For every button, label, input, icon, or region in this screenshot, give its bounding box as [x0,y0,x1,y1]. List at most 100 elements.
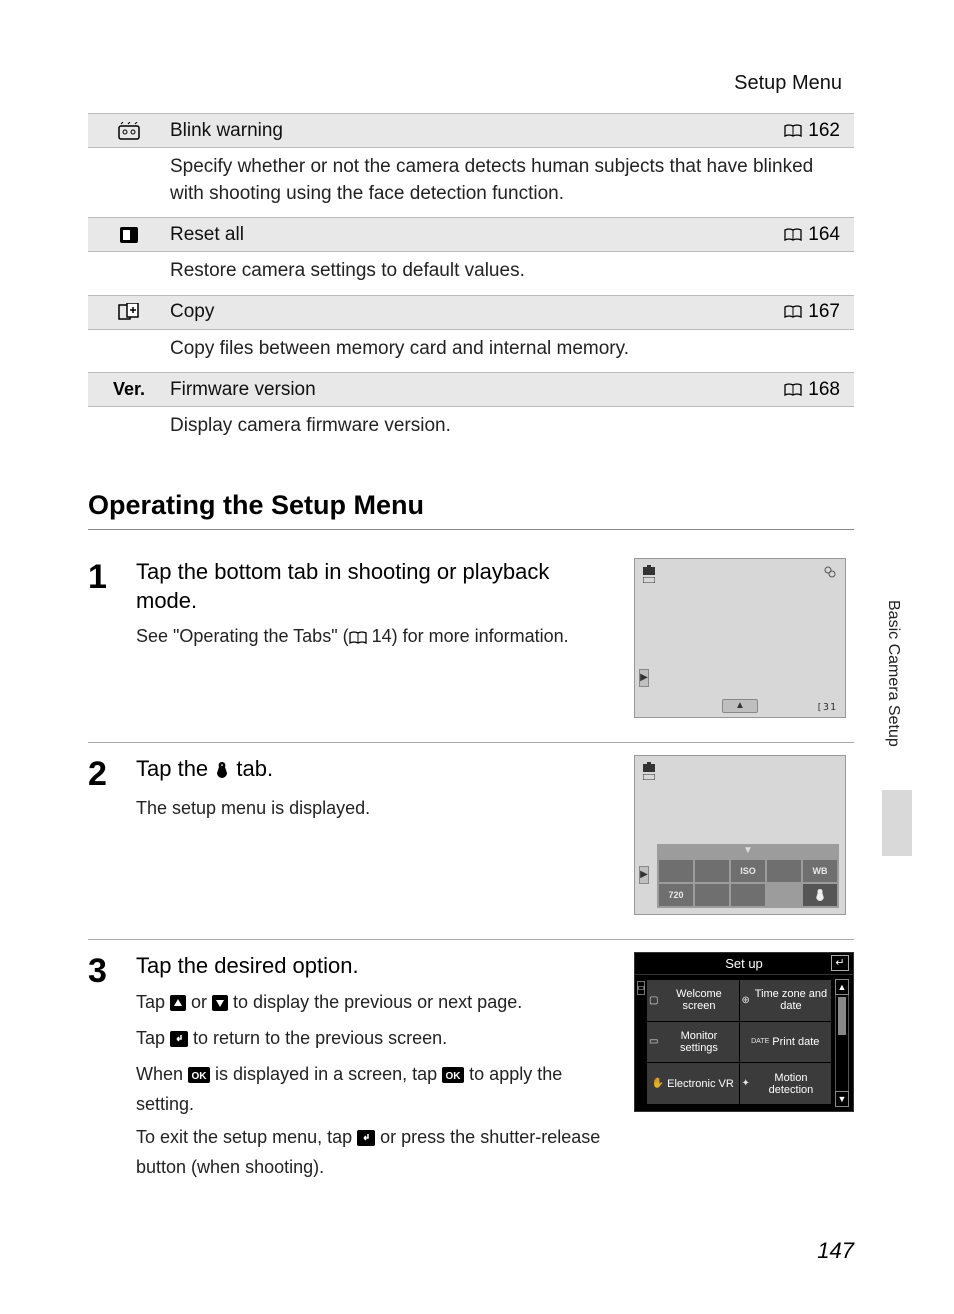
book-icon [784,228,802,242]
ref-page: 14 [372,626,392,646]
step-text: Tap or to display the previous or next p… [136,989,616,1019]
step-number: 2 [88,755,118,915]
page-number-ref: 168 [808,379,840,401]
side-playback-tab[interactable]: ▶ [639,866,649,884]
toolbar-btn[interactable] [767,860,801,882]
step-1-figure: ▶ ▲ [31 [634,558,854,718]
menu-title: Reset all [170,224,784,246]
camera-lcd-toolbar: ▶ ▼ ISO WB 720 [634,755,846,915]
cell-icon: ⊕ [742,995,750,1006]
menu-desc: Copy files between memory card and inter… [88,330,854,374]
scrollbar[interactable]: ▲ ▼ [835,979,849,1107]
book-icon [784,124,802,138]
indicator-icon [643,577,655,583]
page-ref: 162 [784,120,846,142]
return-button-icon [357,1127,375,1154]
camera-lcd-preview: ▶ ▲ [31 [634,558,846,718]
page-ref: 164 [784,224,846,246]
text-fragment: Tap the [136,756,214,781]
setup-option-welcome[interactable]: ▢Welcome screen [647,980,739,1021]
menu-row-firmware: Ver. Firmware version 168 [88,373,854,407]
page-number-ref: 164 [808,224,840,246]
cell-label: Monitor settings [661,1030,736,1054]
scroll-up-icon[interactable]: ▲ [835,979,849,995]
lcd-counter: 31 [823,702,837,713]
text-fragment: When [136,1064,188,1084]
setup-option-evr[interactable]: ✋Electronic VR [647,1063,739,1104]
cell-icon: ▢ [649,995,658,1006]
step-text: When OK is displayed in a screen, tap OK… [136,1061,616,1118]
settings-toolbar: ▼ ISO WB 720 [657,844,839,908]
version-icon: Ver. [88,379,170,400]
step-3: 3 Tap the desired option. Tap or to disp… [88,940,854,1211]
toolbar-collapse[interactable]: ▼ [657,844,839,858]
setup-option-printdate[interactable]: DATEPrint date [740,1022,832,1063]
memory-indicator-icon: ▭ [637,981,645,995]
page-number: 147 [817,1238,854,1264]
page-ref: 168 [784,379,846,401]
step-text: The setup menu is displayed. [136,795,616,822]
menu-title: Copy [170,301,784,323]
setup-option-motion[interactable]: ✦Motion detection [740,1063,832,1104]
menu-row-reset: Reset all 164 [88,218,854,252]
setup-menu-screen: Set up ↵ ▭ ▢Welcome screen ⊕Time zone an… [634,952,854,1112]
toolbar-btn[interactable]: 720 [659,884,693,906]
step-number: 3 [88,952,118,1187]
section-heading: Operating the Setup Menu [88,490,854,530]
menu-title: Firmware version [170,379,784,401]
menu-desc: Display camera firmware version. [88,407,854,450]
step-2-figure: ▶ ▼ ISO WB 720 [634,755,854,915]
step-title: Tap the tab. [136,755,616,787]
setup-menu-table: Blink warning 162 Specify whether or not… [88,113,854,450]
toolbar-btn[interactable] [731,884,765,906]
cell-icon: ✋ [652,1078,664,1089]
down-arrow-button-icon [212,992,228,1019]
text-fragment: tab. [230,756,273,781]
text-fragment: Tap [136,1028,170,1048]
text-fragment: To exit the setup menu, tap [136,1127,357,1147]
text-fragment: Tap [136,992,170,1012]
camera-mode-icon [643,762,655,772]
step-title: Tap the desired option. [136,952,616,981]
toolbar-btn-wb[interactable]: WB [803,860,837,882]
indicator-icon [643,774,655,780]
blink-warning-icon [88,122,170,140]
setup-option-timezone[interactable]: ⊕Time zone and date [740,980,832,1021]
copy-icon [88,303,170,321]
book-icon [784,305,802,319]
menu-row-blink: Blink warning 162 [88,114,854,148]
menu-title: Blink warning [170,120,784,142]
reset-icon [88,226,170,244]
step-text: To exit the setup menu, tap or press the… [136,1124,616,1181]
svg-text:OK: OK [446,1071,462,1082]
cell-label: Time zone and date [753,988,829,1012]
book-icon [784,383,802,397]
ok-button-icon: OK [442,1064,464,1091]
cell-label: Welcome screen [661,988,736,1012]
bottom-tab[interactable]: ▲ [722,699,758,713]
cell-icon: DATE [751,1038,769,1046]
up-arrow-button-icon [170,992,186,1019]
cell-label: Motion detection [753,1072,829,1096]
back-button[interactable]: ↵ [831,955,849,971]
toolbar-btn-iso[interactable]: ISO [731,860,765,882]
scroll-down-icon[interactable]: ▼ [835,1091,849,1107]
toolbar-btn[interactable] [695,884,729,906]
page-header: Setup Menu [88,0,854,113]
page-number-ref: 162 [808,120,840,142]
toolbar-btn[interactable] [695,860,729,882]
scroll-thumb[interactable] [838,997,846,1035]
setup-menu-title: Set up [635,953,853,975]
toolbar-btn[interactable] [659,860,693,882]
side-section-label: Basic Camera Setup [884,600,902,747]
page-ref: 167 [784,301,846,323]
side-playback-tab[interactable]: ▶ [639,669,649,687]
toolbar-btn-setup[interactable] [803,884,837,906]
return-button-icon [170,1028,188,1055]
setup-option-monitor[interactable]: ▭Monitor settings [647,1022,739,1063]
cell-icon: ✦ [742,1078,750,1089]
text-fragment: See "Operating the Tabs" ( [136,626,349,646]
step-number: 1 [88,558,118,718]
cell-label: Print date [772,1036,819,1048]
cell-icon: ▭ [649,1036,658,1047]
